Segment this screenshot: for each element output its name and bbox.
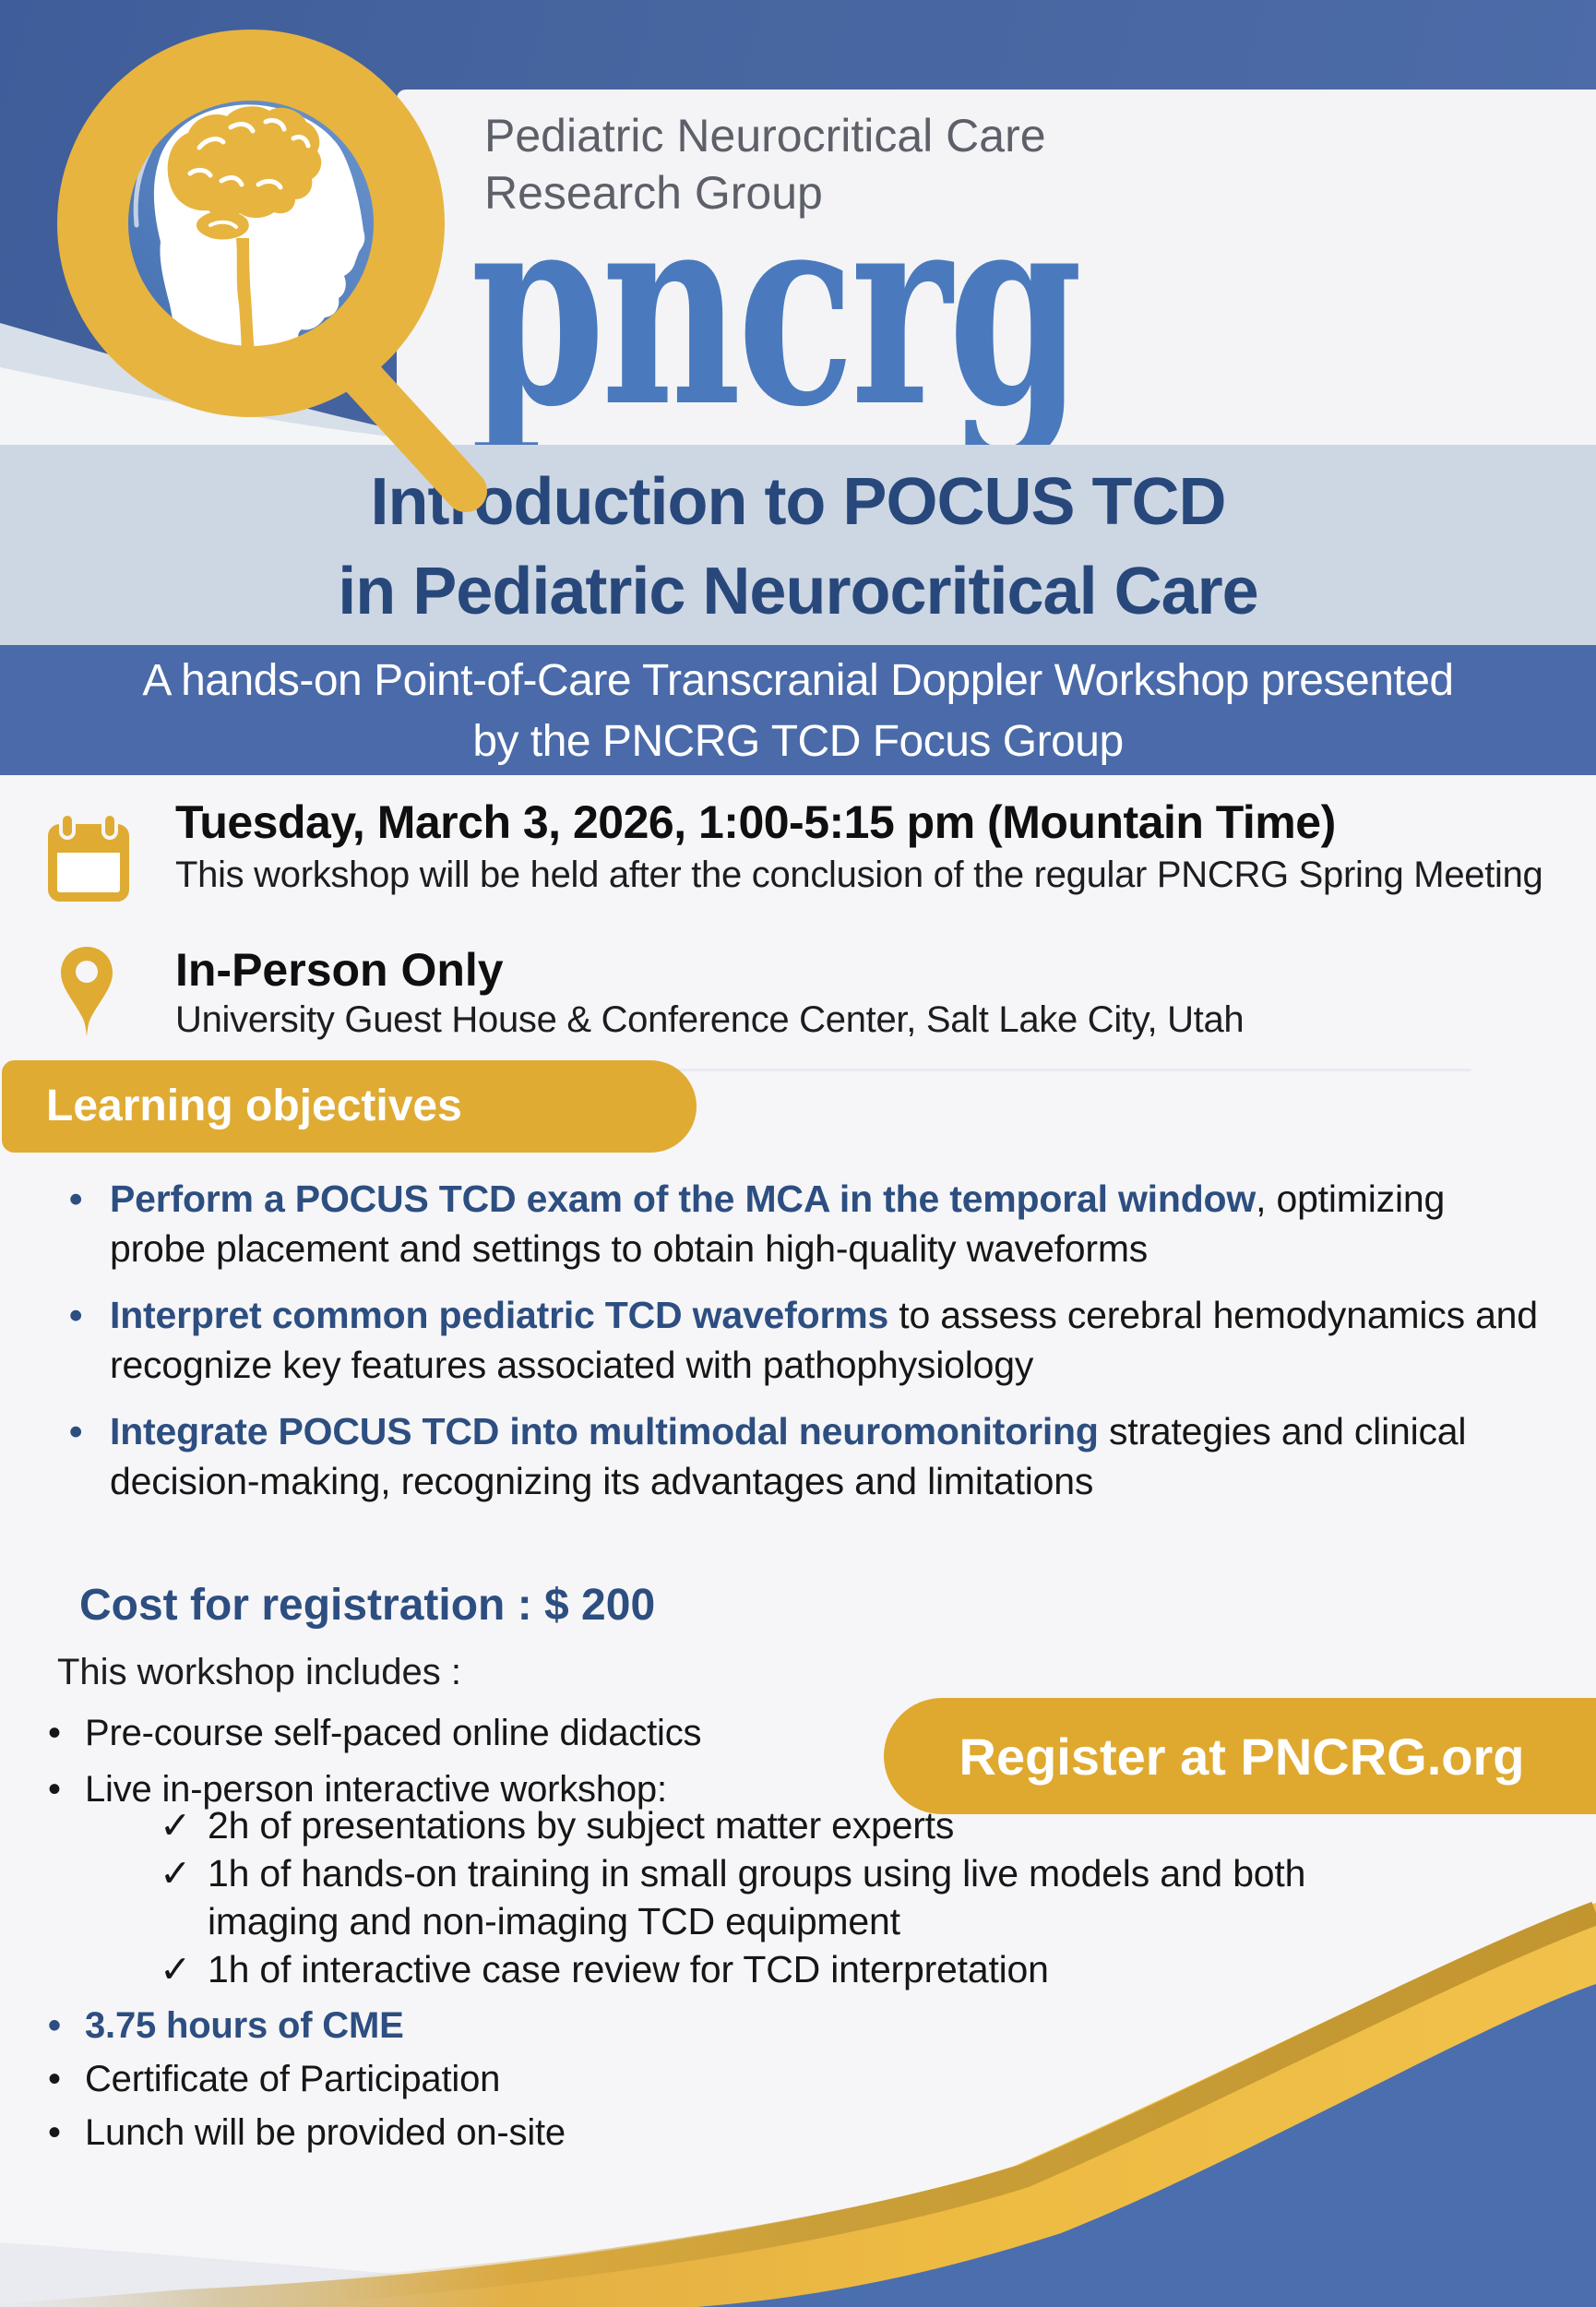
bullet-icon: • (48, 2005, 61, 2046)
location-pin-icon (61, 947, 113, 1036)
learning-objective-item: • Integrate POCUS TCD into multimodal ne… (69, 1406, 1545, 1506)
page-title-line2: in Pediatric Neurocritical Care (338, 555, 1258, 628)
includes-item-label: 3.75 hours of CME (85, 2005, 404, 2046)
workshop-detail-label: 2h of presentations by subject matter ex… (208, 1804, 955, 1847)
title-band: Introduction to POCUS TCD in Pediatric N… (0, 445, 1596, 645)
includes-item-label: Pre-course self-paced online didactics (85, 1713, 702, 1753)
pncrg-wordmark: pncrg (470, 152, 1083, 466)
organization-name: Pediatric Neurocritical Care Research Gr… (484, 107, 1046, 221)
objective-detail: to assess cerebral hemodynamics and reco… (110, 1294, 1538, 1386)
workshop-details-list: ✓ 2h of presentations by subject matter … (85, 1801, 1487, 1993)
bullet-icon: • (48, 1713, 61, 1753)
organization-name-line1: Pediatric Neurocritical Care (484, 110, 1046, 161)
logo-panel (397, 90, 1596, 448)
checkmark-icon: ✓ (160, 1852, 192, 1895)
bullet-icon: • (48, 1769, 61, 1810)
bullet-icon: • (48, 2059, 61, 2099)
includes-heading: This workshop includes : (57, 1652, 461, 1692)
checkmark-icon: ✓ (160, 1804, 192, 1847)
learning-objectives-list: • Perform a POCUS TCD exam of the MCA in… (69, 1174, 1545, 1523)
header-banner: Pediatric Neurocritical Care Research Gr… (0, 0, 1596, 448)
bullet-icon: • (48, 2112, 61, 2153)
page-title-line1: Introduction to POCUS TCD (370, 465, 1227, 539)
bullet-icon: • (69, 1410, 83, 1452)
subtitle-line1: A hands-on Point-of-Care Transcranial Do… (142, 656, 1454, 705)
workshop-detail-label: 1h of hands-on training in small groups … (208, 1852, 1306, 1942)
objective-key-phrase: Integrate POCUS TCD into multimodal neur… (110, 1410, 1099, 1452)
workshop-detail-item: ✓ 2h of presentations by subject matter … (160, 1801, 1435, 1849)
workshop-detail-item: ✓ 1h of interactive case review for TCD … (160, 1945, 1435, 1993)
event-venue: University Guest House & Conference Cent… (175, 999, 1245, 1040)
subtitle-line2: by the PNCRG TCD Focus Group (472, 717, 1124, 766)
workshop-detail-label: 1h of interactive case review for TCD in… (208, 1948, 1049, 1990)
includes-item: • Lunch will be provided on-site (48, 2110, 1487, 2156)
includes-item-label: Lunch will be provided on-site (85, 2112, 566, 2153)
objective-key-phrase: Interpret common pediatric TCD waveforms (110, 1294, 889, 1336)
subtitle-band: A hands-on Point-of-Care Transcranial Do… (0, 645, 1596, 775)
objective-key-phrase: Perform a POCUS TCD exam of the MCA in t… (110, 1177, 1257, 1220)
bullet-icon: • (69, 1177, 83, 1220)
learning-objectives-heading: Learning objectives (2, 1060, 697, 1153)
includes-item: • Pre-course self-paced online didactics (48, 1710, 1487, 1756)
bullet-icon: • (69, 1294, 83, 1336)
event-datetime: Tuesday, March 3, 2026, 1:00-5:15 pm (Mo… (175, 796, 1336, 848)
learning-objective-item: • Interpret common pediatric TCD wavefor… (69, 1290, 1545, 1390)
includes-item-cme: • 3.75 hours of CME (48, 2002, 1487, 2049)
event-datetime-note: This workshop will be held after the con… (175, 855, 1543, 895)
includes-item-label: Live in-person interactive workshop: (85, 1769, 667, 1810)
includes-item-label: Certificate of Participation (85, 2059, 501, 2099)
checkmark-icon: ✓ (160, 1948, 192, 1990)
learning-objective-item: • Perform a POCUS TCD exam of the MCA in… (69, 1174, 1545, 1273)
calendar-icon (48, 812, 129, 902)
objective-detail: , optimizing probe placement and setting… (110, 1177, 1446, 1270)
includes-item: • Certificate of Participation (48, 2056, 1487, 2102)
workshop-detail-item: ✓ 1h of hands-on training in small group… (160, 1849, 1435, 1945)
section-divider (161, 1069, 1471, 1071)
event-format: In-Person Only (175, 944, 504, 996)
register-button[interactable]: Register at PNCRG.org (884, 1698, 1596, 1814)
objective-detail: strategies and clinical decision-making,… (110, 1410, 1467, 1502)
organization-name-line2: Research Group (484, 167, 823, 219)
cost-heading: Cost for registration : $ 200 (79, 1581, 656, 1630)
